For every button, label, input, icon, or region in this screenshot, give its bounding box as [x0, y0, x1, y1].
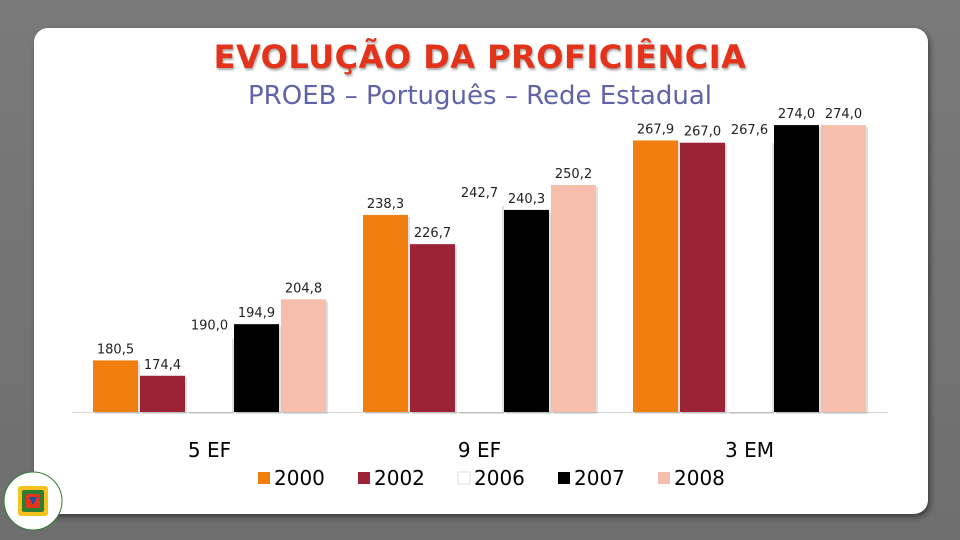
data-label: 238,3: [367, 197, 404, 212]
legend-swatch: [658, 472, 670, 484]
data-label: 242,7: [461, 186, 498, 201]
data-label: 204,8: [285, 281, 322, 296]
bar-2007-3-em: [774, 125, 819, 412]
legend-swatch: [358, 472, 370, 484]
bar-2006-5-ef: [187, 336, 232, 412]
legend-label: 2000: [274, 466, 325, 490]
legend-swatch: [558, 472, 570, 484]
legend-label: 2002: [374, 466, 425, 490]
bar-2006-9-ef: [457, 203, 502, 412]
data-label: 190,0: [191, 319, 228, 334]
category-label: 5 EF: [188, 438, 231, 462]
chart-title: EVOLUÇÃO DA PROFICIÊNCIA: [213, 38, 747, 76]
bar-2000-3-em: [633, 140, 678, 412]
bar-2007-5-ef: [234, 324, 279, 412]
data-label: 267,6: [731, 123, 768, 138]
bar-2000-5-ef: [93, 360, 138, 412]
legend-swatch: [258, 472, 270, 484]
bar-2002-5-ef: [140, 375, 185, 412]
data-label: 267,0: [684, 125, 721, 140]
bar-2002-9-ef: [410, 244, 455, 412]
legend-label: 2006: [474, 466, 525, 490]
data-label: 267,9: [637, 122, 674, 137]
data-label: 250,2: [555, 167, 592, 182]
data-label: 194,9: [238, 306, 275, 321]
data-label: 226,7: [414, 226, 451, 241]
data-label: 274,0: [778, 107, 815, 122]
bar-2002-3-em: [680, 142, 725, 412]
category-label: 3 EM: [725, 438, 774, 462]
plan-decenal-logo: [3, 471, 63, 531]
bar-2008-5-ef: [281, 299, 326, 412]
data-label: 240,3: [508, 192, 545, 207]
legend-label: 2008: [674, 466, 725, 490]
chart-subtitle: PROEB – Português – Rede Estadual: [248, 81, 712, 111]
bar-2000-9-ef: [363, 214, 408, 412]
bar-2006-3-em: [727, 141, 772, 412]
bar-2008-3-em: [821, 125, 866, 412]
data-label: 274,0: [825, 107, 862, 122]
data-label: 174,4: [144, 358, 181, 373]
bar-2007-9-ef: [504, 209, 549, 412]
legend-label: 2007: [574, 466, 625, 490]
category-label: 9 EF: [458, 438, 501, 462]
data-label: 180,5: [97, 342, 134, 357]
bar-2008-9-ef: [551, 184, 596, 412]
legend-swatch: [457, 471, 471, 485]
